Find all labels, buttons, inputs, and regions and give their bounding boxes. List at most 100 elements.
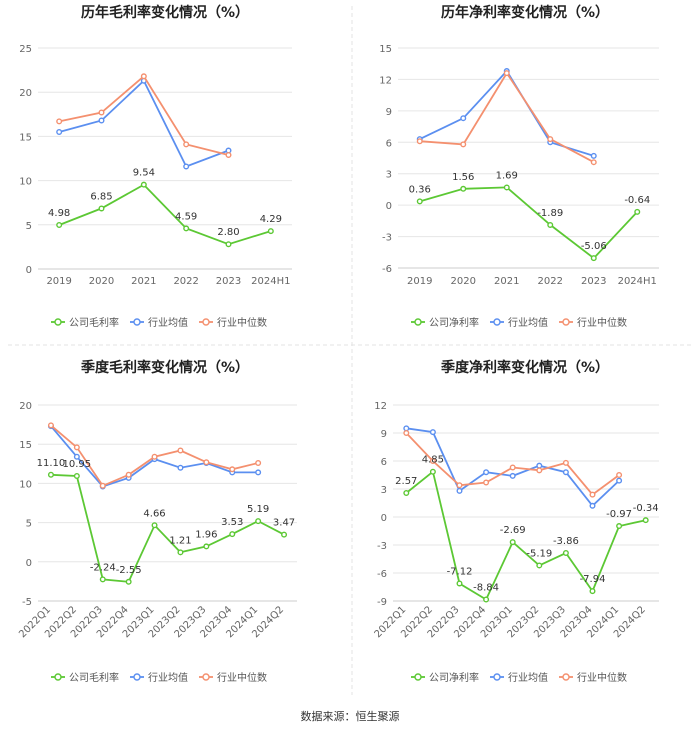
y-tick-label: -6 <box>377 569 387 580</box>
series-line-industry_median <box>59 74 229 156</box>
data-point-industry_median <box>483 479 490 486</box>
y-tick-label: 15 <box>19 440 32 451</box>
data-label: 4.29 <box>260 214 282 225</box>
data-point-company <box>99 576 106 583</box>
chart-title: 季度净利率变化情况（%） <box>440 359 609 376</box>
x-tick-label: 2020 <box>451 276 476 287</box>
data-label: 9.54 <box>133 168 155 179</box>
data-label: -0.34 <box>633 503 659 514</box>
y-tick-label: 12 <box>379 75 392 86</box>
legend-marker <box>414 318 422 326</box>
data-label: -7.12 <box>447 566 473 577</box>
legend-item-industry_avg[interactable]: 行业均值 <box>490 316 548 329</box>
data-label: 5.19 <box>247 504 269 515</box>
legend-label: 行业均值 <box>148 316 188 329</box>
data-label: 3.53 <box>221 517 243 528</box>
legend-marker <box>133 318 141 326</box>
legend-label: 行业均值 <box>508 671 548 684</box>
data-label: -2.69 <box>500 525 526 536</box>
data-point-industry_avg <box>483 469 490 476</box>
data-point-industry_avg <box>456 487 463 494</box>
series-line-company <box>405 470 646 601</box>
data-point-industry_median <box>151 453 158 460</box>
x-tick-label: 2024H1 <box>251 276 290 287</box>
data-point-company <box>183 225 190 232</box>
data-point-industry_median <box>589 491 596 498</box>
legend-item-company[interactable]: 公司毛利率 <box>51 316 119 329</box>
data-point-company <box>589 588 596 595</box>
legend-item-company[interactable]: 公司净利率 <box>411 671 479 684</box>
data-label: 2.57 <box>395 476 417 487</box>
legend-label: 行业均值 <box>508 316 548 329</box>
x-tick-label: 2022 <box>173 276 198 287</box>
data-point-company <box>98 205 105 212</box>
data-label: 2.80 <box>217 227 239 238</box>
data-point-company <box>255 518 262 525</box>
legend-label: 行业均值 <box>148 671 188 684</box>
data-point-company <box>403 490 410 497</box>
data-label: 11.10 <box>37 458 66 469</box>
series-line-company <box>58 183 272 246</box>
data-point-industry_avg <box>509 472 516 479</box>
data-point-company <box>73 472 80 479</box>
chart-panel-1: 历年毛利率变化情况（%） 0 5 10 15 20 25 2019 2020 2021 2022 20… <box>19 4 292 329</box>
y-tick-label: -5 <box>22 597 32 608</box>
legend-marker <box>54 673 62 681</box>
data-point-industry_median <box>590 159 597 166</box>
series-line-company <box>50 473 285 583</box>
data-point-company <box>416 198 423 205</box>
legend-label: 行业中位数 <box>217 671 267 684</box>
y-tick-label: 20 <box>19 88 32 99</box>
x-tick-label: 2024H1 <box>618 276 657 287</box>
y-tick-label: 25 <box>19 44 32 55</box>
y-tick-label: -3 <box>377 541 387 552</box>
data-point-industry_median <box>429 458 436 465</box>
data-point-industry_avg <box>590 152 597 159</box>
data-label: 1.21 <box>169 535 191 546</box>
data-point-industry_median <box>73 444 80 451</box>
data-point-industry_avg <box>589 502 596 509</box>
legend-item-industry_median[interactable]: 行业中位数 <box>559 316 627 329</box>
series-line-industry_median <box>419 71 595 163</box>
data-label: -2.24 <box>90 562 116 573</box>
legend-item-industry_avg[interactable]: 行业均值 <box>130 316 188 329</box>
chart-panel-2: 历年净利率变化情况（%） -6 -3 0 3 6 9 12 15 2019 2020 2021 2022… <box>379 4 659 329</box>
x-tick-label: 2021 <box>131 276 156 287</box>
data-point-company <box>140 181 147 188</box>
y-tick-label: 20 <box>19 401 32 412</box>
legend-item-industry_avg[interactable]: 行业均值 <box>130 671 188 684</box>
data-point-company <box>225 241 232 248</box>
data-label: 4.66 <box>143 508 165 519</box>
legend-label: 行业中位数 <box>577 671 627 684</box>
data-point-company <box>229 531 236 538</box>
legend-label: 公司毛利率 <box>69 671 119 684</box>
data-point-company <box>590 255 597 262</box>
y-tick-label: 15 <box>379 44 392 55</box>
chart-panel-4: 季度净利率变化情况（%）-9-6-30369122022Q12022Q22022… <box>373 359 659 684</box>
data-label: 1.96 <box>195 529 217 540</box>
legend-item-industry_median[interactable]: 行业中位数 <box>199 316 267 329</box>
data-point-company <box>267 228 274 235</box>
legend-item-industry_avg[interactable]: 行业均值 <box>490 671 548 684</box>
y-tick-label: 0 <box>381 513 387 524</box>
x-tick-label: 2022 <box>538 276 563 287</box>
data-point-industry_median <box>125 471 132 478</box>
data-point-industry_avg <box>429 429 436 436</box>
data-point-company <box>503 184 510 191</box>
data-label: 6.85 <box>90 191 112 202</box>
y-tick-label: 5 <box>26 519 32 530</box>
legend-item-company[interactable]: 公司毛利率 <box>51 671 119 684</box>
legend-marker <box>414 673 422 681</box>
data-point-company <box>642 517 649 524</box>
data-point-industry_avg <box>56 128 63 135</box>
data-point-company <box>456 580 463 587</box>
data-point-industry_median <box>255 460 262 467</box>
legend-item-company[interactable]: 公司净利率 <box>411 316 479 329</box>
series-line-company <box>419 186 638 260</box>
data-label: 1.69 <box>496 170 518 181</box>
legend-item-industry_median[interactable]: 行业中位数 <box>199 671 267 684</box>
y-tick-label: -9 <box>377 597 387 608</box>
legend-item-industry_median[interactable]: 行业中位数 <box>559 671 627 684</box>
data-point-company <box>547 221 554 228</box>
legend-marker <box>202 673 210 681</box>
